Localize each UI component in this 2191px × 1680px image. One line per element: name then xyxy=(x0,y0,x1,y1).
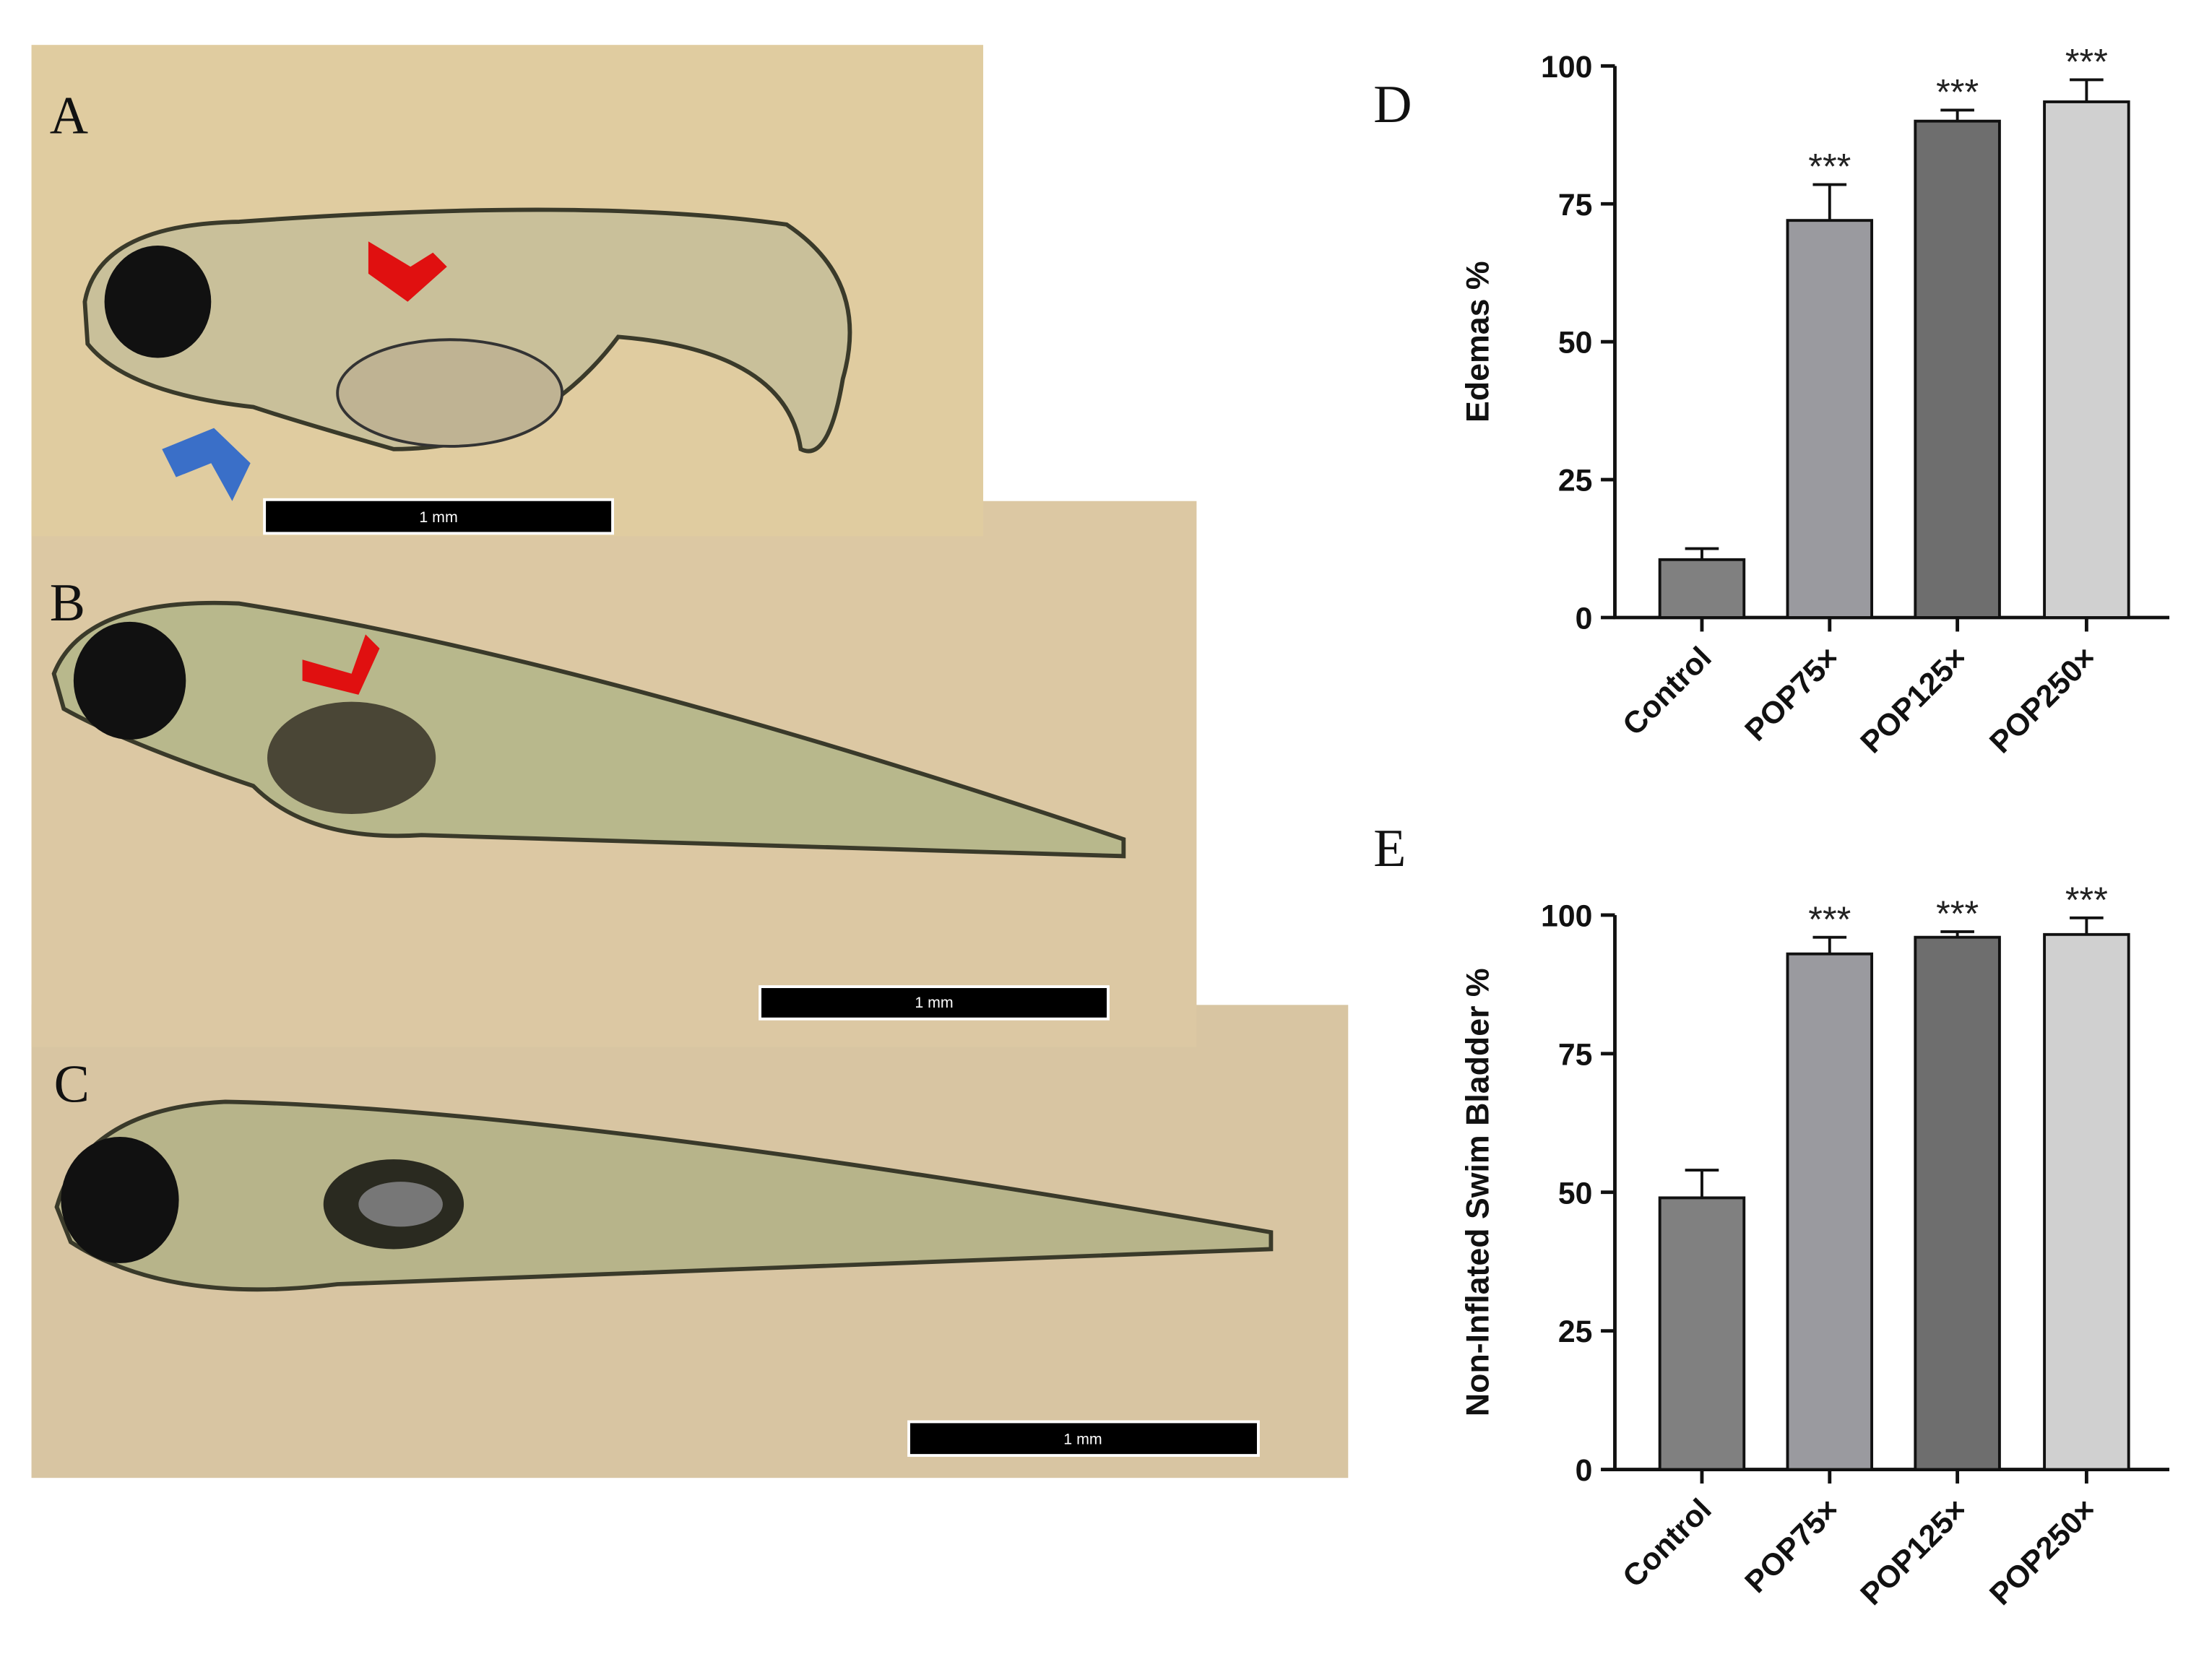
x-tick-label: POP75× xyxy=(1738,640,1846,748)
y-tick-label: 50 xyxy=(1558,1176,1593,1211)
x-tick-label: Control xyxy=(1616,640,1718,742)
y-axis-label: Edemas % xyxy=(1461,261,1496,423)
y-tick-label: 25 xyxy=(1558,1315,1593,1349)
bar xyxy=(1658,558,1746,619)
y-tick-label: 100 xyxy=(1541,50,1592,85)
bar xyxy=(1914,119,2001,619)
scale-bar-label: 1 mm xyxy=(1063,1431,1102,1448)
scale-bar-label: 1 mm xyxy=(419,508,457,526)
y-tick-label: 0 xyxy=(1576,1453,1593,1488)
significance-label: *** xyxy=(2065,41,2108,82)
y-tick-label: 75 xyxy=(1558,1037,1593,1072)
x-tick-label: POP125× xyxy=(1854,1492,1974,1612)
y-tick-label: 75 xyxy=(1558,188,1593,222)
x-tick-label: POP250× xyxy=(1983,640,2103,760)
bar xyxy=(1786,219,1874,619)
y-tick-label: 0 xyxy=(1576,602,1593,636)
significance-label: *** xyxy=(1808,146,1851,187)
x-tick-label: Control xyxy=(1616,1492,1718,1594)
x-tick-label: POP250× xyxy=(1983,1492,2103,1612)
y-tick-label: 50 xyxy=(1558,326,1593,360)
bar xyxy=(1914,935,2001,1471)
y-axis-label: Non-Inflated Swim Bladder % xyxy=(1461,968,1496,1416)
x-tick-label: POP125× xyxy=(1854,640,1974,760)
significance-label: *** xyxy=(1936,893,1979,934)
panel-label: B xyxy=(50,573,85,632)
bar xyxy=(2043,932,2130,1471)
x-tick-label: POP75× xyxy=(1738,1492,1846,1600)
significance-label: *** xyxy=(1808,899,1851,940)
bar xyxy=(2043,100,2130,619)
y-tick-label: 25 xyxy=(1558,464,1593,498)
significance-label: *** xyxy=(2065,879,2108,920)
y-tick-label: 100 xyxy=(1541,899,1592,934)
scale-bar-label: 1 mm xyxy=(915,994,953,1011)
photo-b: B 1 mm xyxy=(31,501,1197,1047)
photo-c: C 1 mm xyxy=(31,1005,1349,1478)
significance-label: *** xyxy=(1936,72,1979,113)
panel-label: D xyxy=(1373,74,1412,134)
bar xyxy=(1658,1196,1746,1471)
photo-a: A 1 mm xyxy=(31,45,984,537)
panel-label: E xyxy=(1373,818,1406,878)
bar xyxy=(1786,952,1874,1471)
panel-label: A xyxy=(50,86,88,145)
panel-label: C xyxy=(54,1054,90,1113)
